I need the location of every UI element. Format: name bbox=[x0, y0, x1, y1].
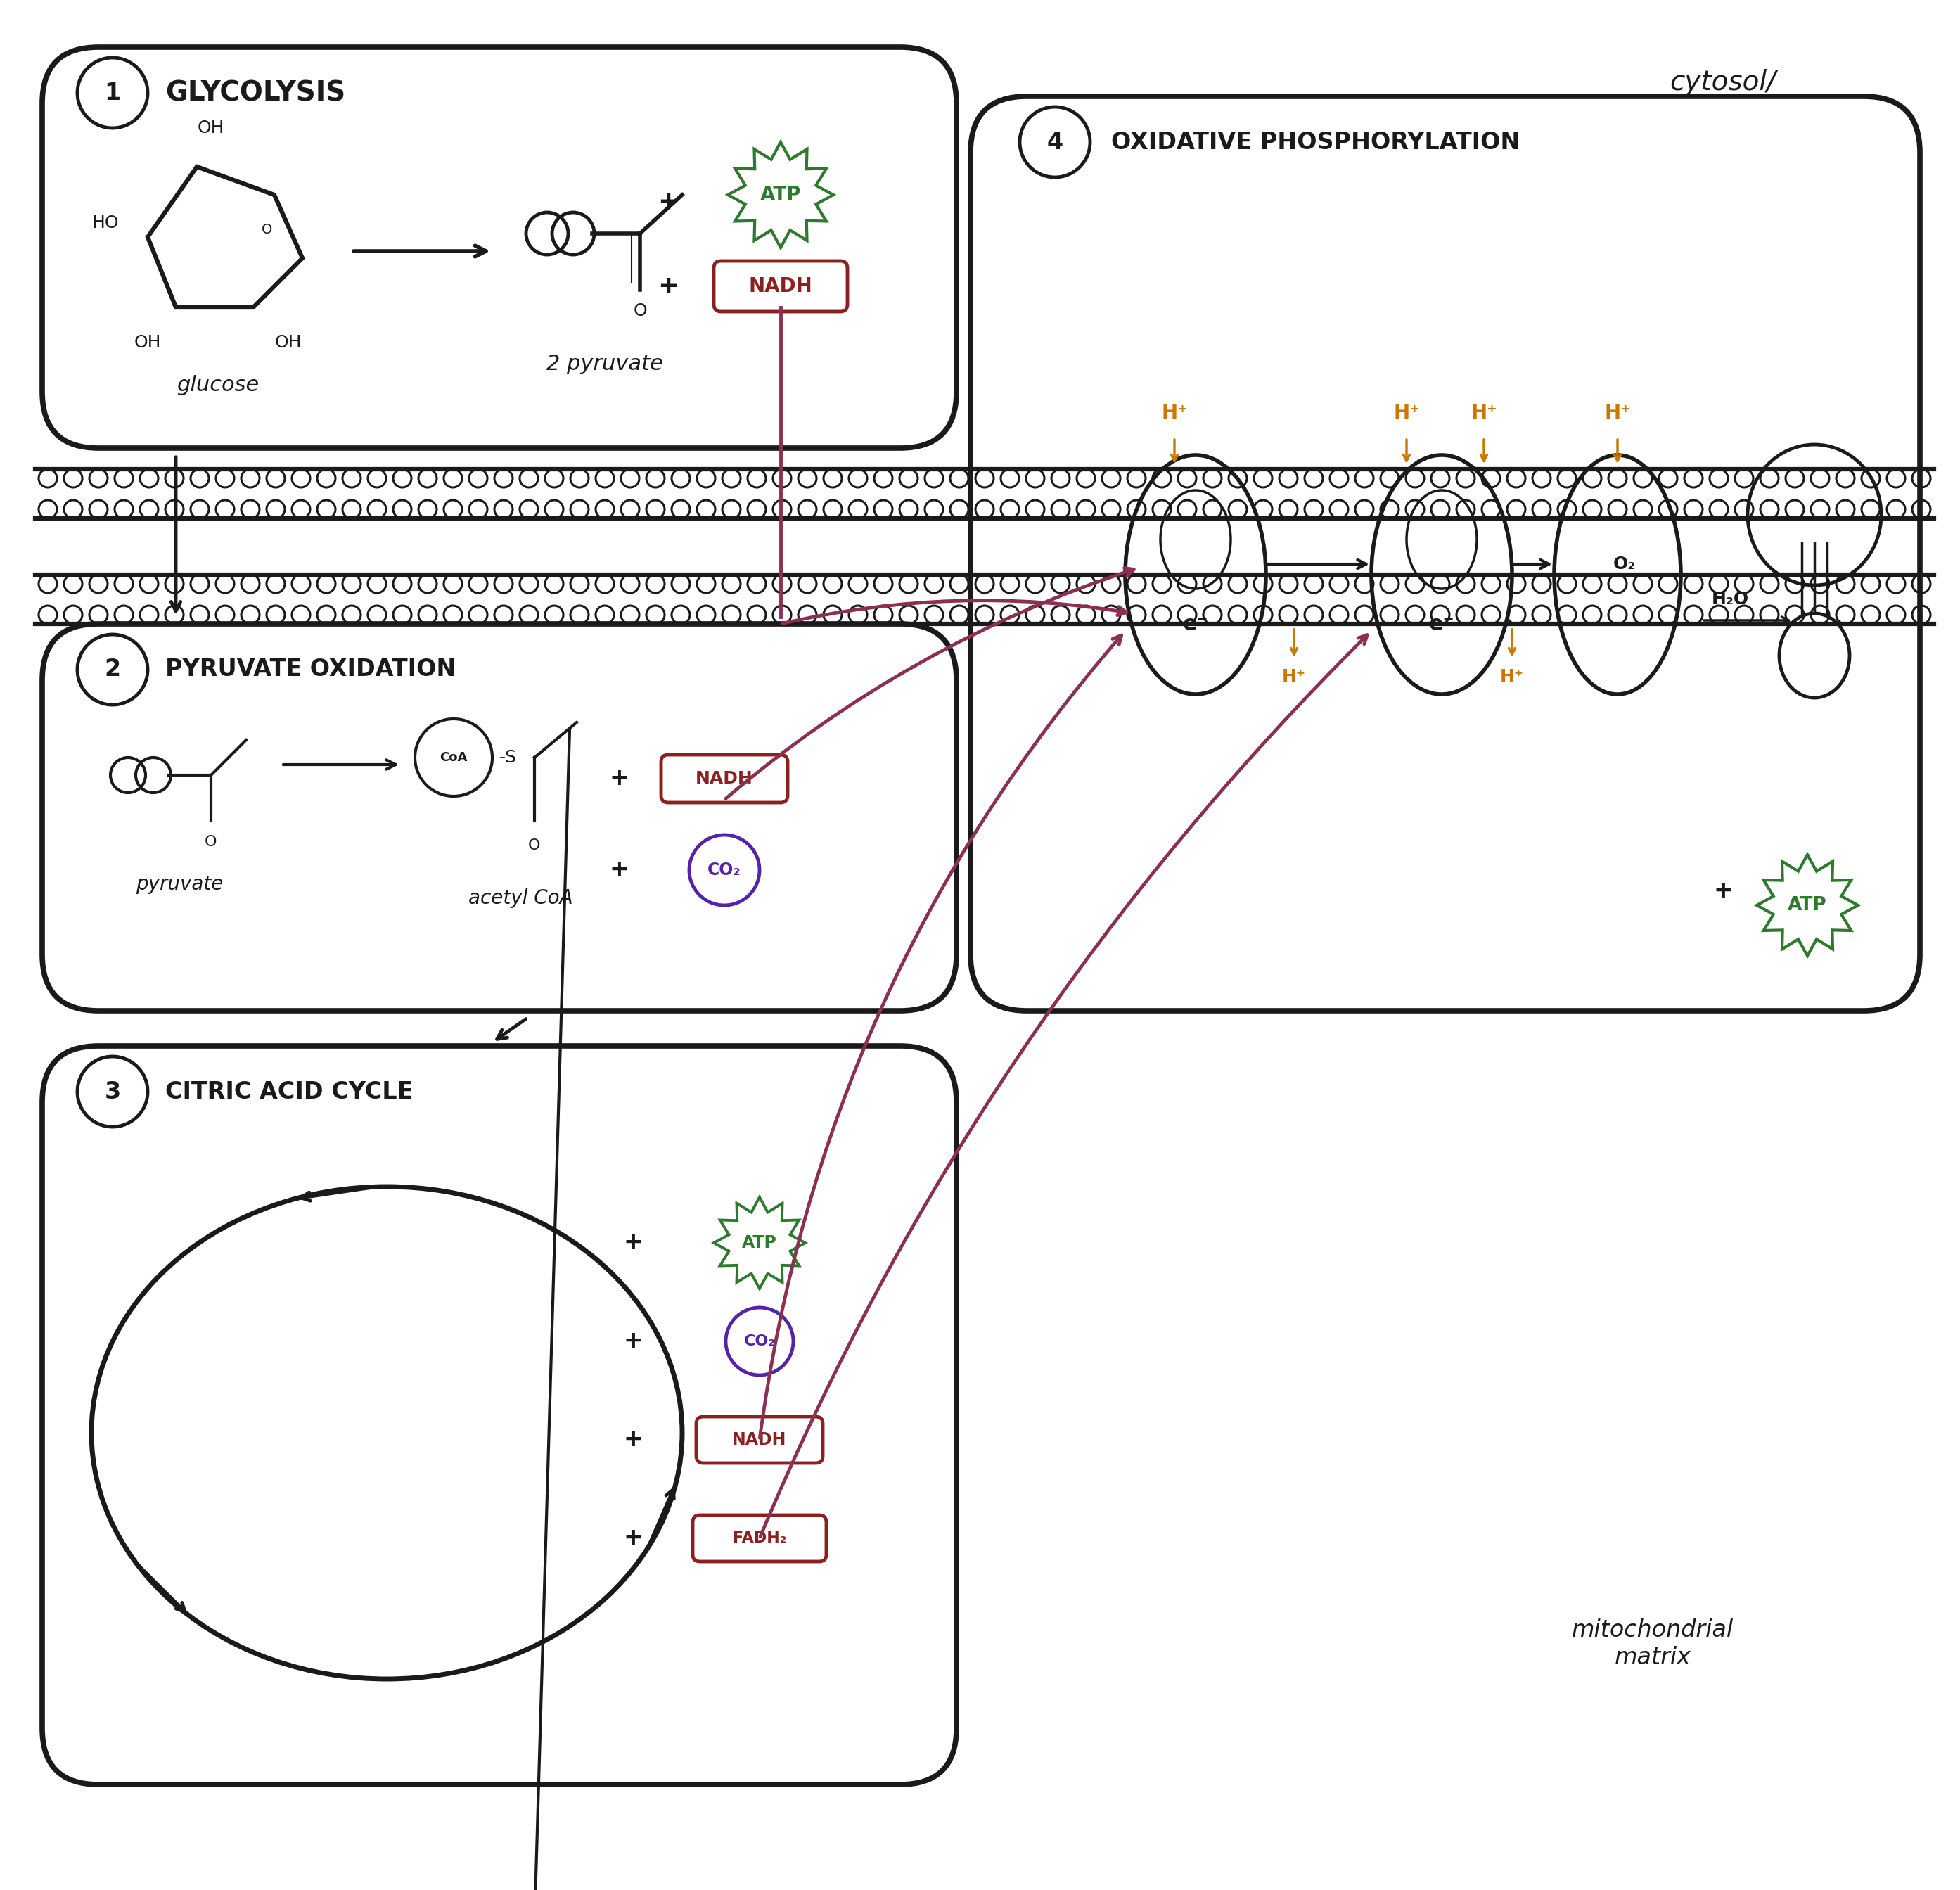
Text: CoA: CoA bbox=[439, 750, 466, 764]
Text: mitochondrial
matrix: mitochondrial matrix bbox=[1572, 1618, 1733, 1669]
Text: glucose: glucose bbox=[176, 374, 259, 395]
Text: H⁺: H⁺ bbox=[1282, 669, 1305, 684]
Text: O: O bbox=[633, 302, 647, 319]
Text: O: O bbox=[206, 835, 218, 849]
Text: CITRIC ACID CYCLE: CITRIC ACID CYCLE bbox=[165, 1079, 414, 1104]
Text: H⁺: H⁺ bbox=[1470, 403, 1497, 423]
Text: +: + bbox=[610, 858, 629, 883]
Text: OH: OH bbox=[198, 119, 225, 136]
Text: OXIDATIVE PHOSPHORYLATION: OXIDATIVE PHOSPHORYLATION bbox=[1111, 130, 1521, 153]
Text: OH: OH bbox=[133, 335, 161, 352]
Text: NADH: NADH bbox=[749, 276, 813, 297]
Text: CO₂: CO₂ bbox=[708, 862, 741, 879]
Text: -S: -S bbox=[500, 748, 517, 765]
Text: +: + bbox=[623, 1230, 643, 1255]
Text: cytosol/: cytosol/ bbox=[1670, 68, 1776, 96]
Text: +: + bbox=[657, 189, 678, 214]
Text: PYRUVATE OXIDATION: PYRUVATE OXIDATION bbox=[165, 658, 457, 680]
Text: NADH: NADH bbox=[696, 771, 753, 786]
Text: O₂: O₂ bbox=[1613, 556, 1637, 573]
Text: e⁻: e⁻ bbox=[1429, 614, 1454, 635]
Text: ATP: ATP bbox=[760, 185, 802, 204]
Text: OH: OH bbox=[274, 335, 302, 352]
Text: 2: 2 bbox=[104, 658, 122, 680]
Text: H₂O: H₂O bbox=[1711, 592, 1748, 609]
Text: H⁺: H⁺ bbox=[1603, 403, 1631, 423]
Text: H⁺: H⁺ bbox=[1394, 403, 1419, 423]
Text: H⁺: H⁺ bbox=[1499, 669, 1525, 684]
Text: acetyl CoA: acetyl CoA bbox=[468, 888, 572, 907]
Text: 4: 4 bbox=[1047, 130, 1062, 153]
Text: +: + bbox=[623, 1331, 643, 1353]
Text: HO: HO bbox=[92, 215, 120, 231]
Text: +: + bbox=[623, 1429, 643, 1452]
Text: 3: 3 bbox=[104, 1079, 122, 1104]
Text: FADH₂: FADH₂ bbox=[733, 1531, 786, 1546]
Text: NADH: NADH bbox=[733, 1431, 786, 1448]
Text: 1: 1 bbox=[104, 81, 122, 104]
Text: O: O bbox=[529, 839, 541, 852]
Text: O: O bbox=[263, 223, 272, 236]
Text: +: + bbox=[1713, 879, 1733, 903]
Text: ATP: ATP bbox=[743, 1234, 776, 1251]
Text: +: + bbox=[623, 1527, 643, 1550]
Text: 2 pyruvate: 2 pyruvate bbox=[547, 353, 662, 374]
Text: CO₂: CO₂ bbox=[743, 1334, 776, 1348]
Text: ATP: ATP bbox=[1788, 896, 1827, 915]
Text: GLYCOLYSIS: GLYCOLYSIS bbox=[165, 79, 345, 106]
Text: pyruvate: pyruvate bbox=[135, 875, 223, 894]
Text: +: + bbox=[657, 274, 678, 299]
Text: +: + bbox=[610, 767, 629, 790]
Text: e⁻: e⁻ bbox=[1182, 614, 1209, 635]
Text: H⁺: H⁺ bbox=[1160, 403, 1188, 423]
